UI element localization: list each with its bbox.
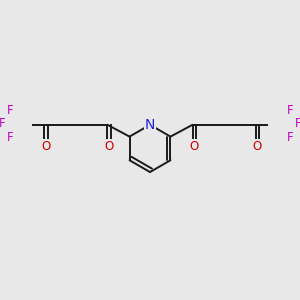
- Text: F: F: [6, 131, 13, 144]
- Text: F: F: [6, 104, 13, 117]
- Text: O: O: [253, 140, 262, 153]
- Text: O: O: [104, 140, 114, 153]
- Text: F: F: [287, 104, 294, 117]
- Text: F: F: [287, 131, 294, 144]
- Text: F: F: [0, 117, 5, 130]
- Text: N: N: [145, 118, 155, 132]
- Text: O: O: [41, 140, 51, 153]
- Text: F: F: [295, 117, 300, 130]
- Text: O: O: [190, 140, 199, 153]
